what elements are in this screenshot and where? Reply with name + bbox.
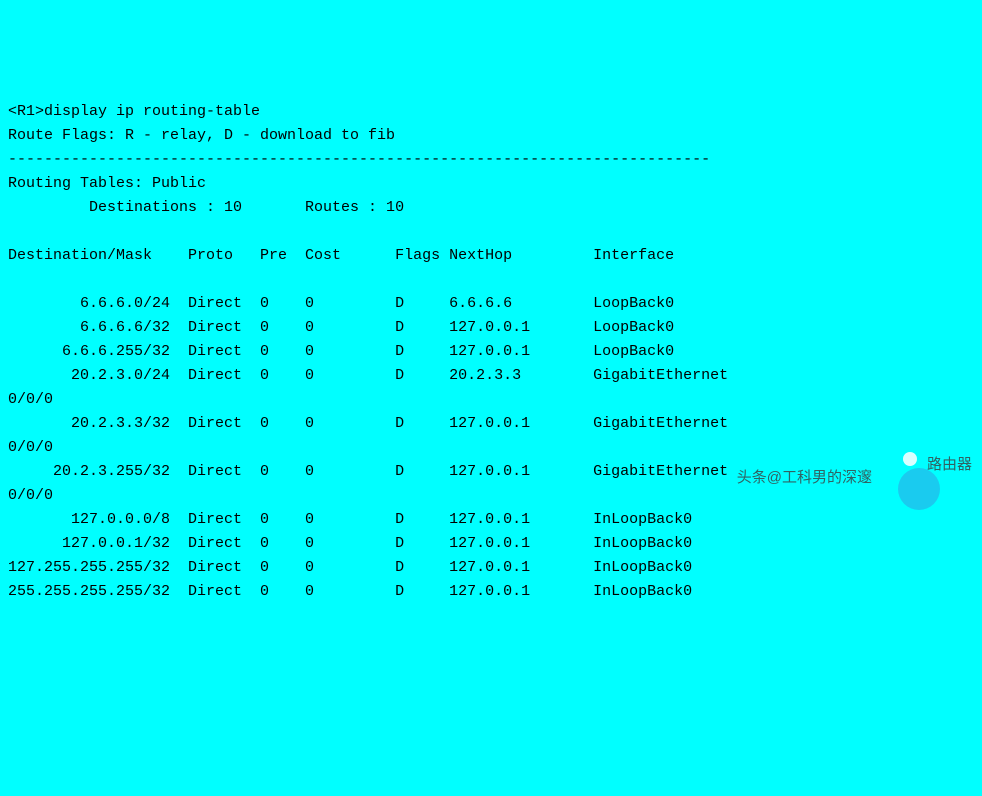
prompt-line: <R1>display ip routing-table [8,103,260,120]
column-headers: Destination/Mask Proto Pre Cost Flags Ne… [8,247,674,264]
terminal-output: <R1>display ip routing-table Route Flags… [8,100,974,604]
flags-line: Route Flags: R - relay, D - download to … [8,127,395,144]
summary-line: Destinations : 10 Routes : 10 [8,199,404,216]
routing-rows: 6.6.6.0/24 Direct 0 0 D 6.6.6.6 LoopBack… [8,295,728,600]
table-header: Routing Tables: Public [8,175,206,192]
separator-line: ----------------------------------------… [8,151,710,168]
